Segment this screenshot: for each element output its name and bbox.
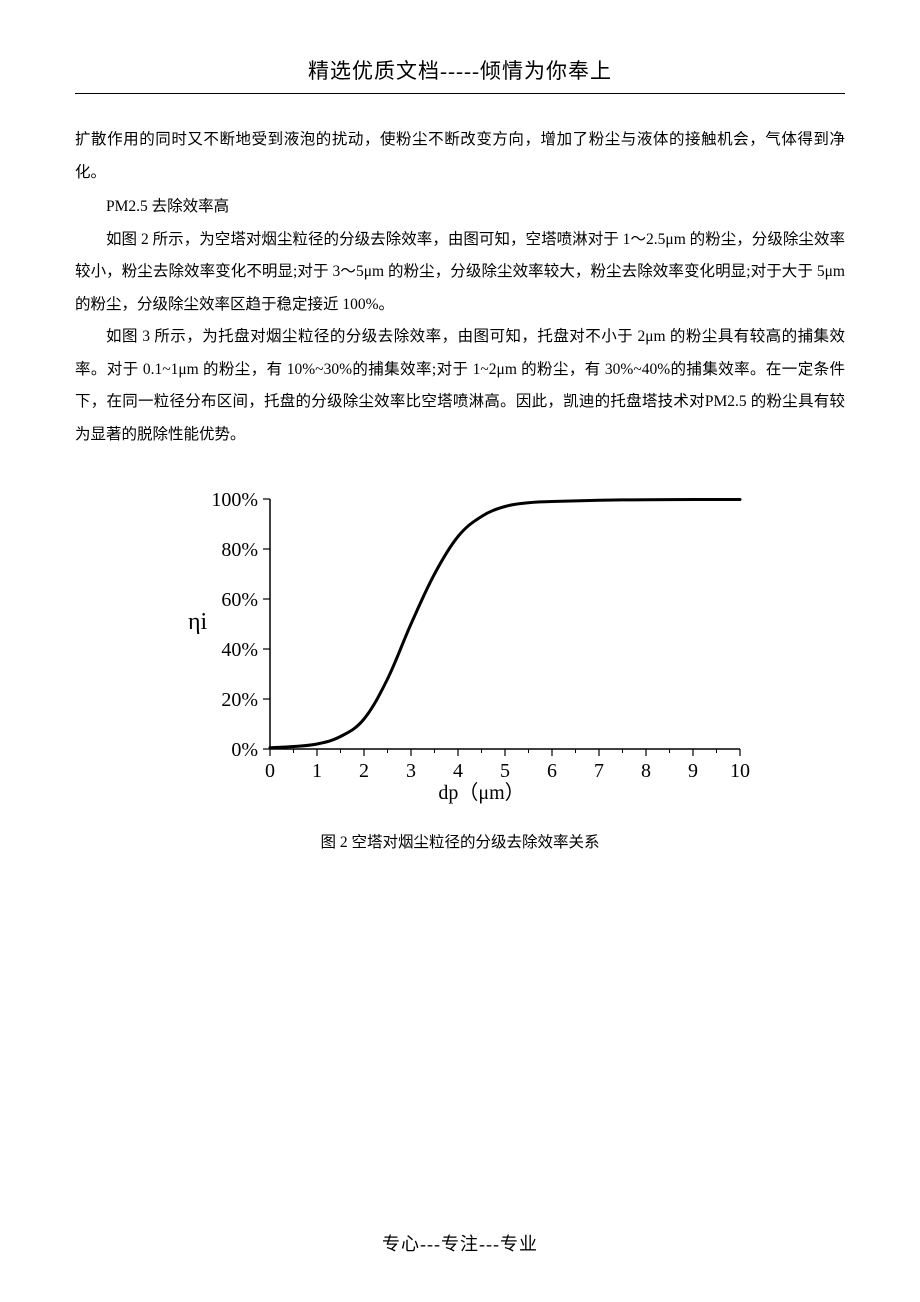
svg-text:ηi: ηi bbox=[188, 609, 208, 635]
efficiency-chart-svg: 0123456789100%20%40%60%80%100%ηidp（μm） bbox=[160, 479, 760, 809]
footer-text: 专心---专注---专业 bbox=[382, 1234, 538, 1254]
svg-text:7: 7 bbox=[594, 760, 604, 782]
svg-text:40%: 40% bbox=[221, 639, 258, 661]
paragraph-2: 如图 2 所示，为空塔对烟尘粒径的分级去除效率，由图可知，空塔喷淋对于 1～2.… bbox=[75, 224, 845, 322]
svg-text:5: 5 bbox=[500, 760, 510, 782]
svg-text:8: 8 bbox=[641, 760, 651, 782]
page-header: 精选优质文档-----倾情为你奉上 bbox=[0, 0, 920, 85]
svg-text:1: 1 bbox=[312, 760, 322, 782]
chart-figure-2: 0123456789100%20%40%60%80%100%ηidp（μm） bbox=[75, 479, 845, 809]
svg-text:60%: 60% bbox=[221, 589, 258, 611]
header-title: 精选优质文档-----倾情为你奉上 bbox=[308, 59, 612, 83]
svg-text:20%: 20% bbox=[221, 689, 258, 711]
svg-text:0: 0 bbox=[265, 760, 275, 782]
section-title: PM2.5 去除效率高 bbox=[75, 191, 845, 224]
svg-text:6: 6 bbox=[547, 760, 557, 782]
svg-text:100%: 100% bbox=[211, 489, 258, 511]
main-content: 扩散作用的同时又不断地受到液泡的扰动，使粉尘不断改变方向，增加了粉尘与液体的接触… bbox=[0, 94, 920, 860]
svg-text:3: 3 bbox=[406, 760, 416, 782]
svg-text:2: 2 bbox=[359, 760, 369, 782]
svg-text:dp（μm）: dp（μm） bbox=[438, 781, 524, 804]
svg-text:10: 10 bbox=[730, 760, 750, 782]
svg-text:4: 4 bbox=[453, 760, 463, 782]
svg-text:80%: 80% bbox=[221, 539, 258, 561]
svg-text:0%: 0% bbox=[231, 739, 258, 761]
page-footer: 专心---专注---专业 bbox=[0, 1230, 920, 1256]
svg-text:9: 9 bbox=[688, 760, 698, 782]
paragraph-1: 扩散作用的同时又不断地受到液泡的扰动，使粉尘不断改变方向，增加了粉尘与液体的接触… bbox=[75, 124, 845, 189]
paragraph-3: 如图 3 所示，为托盘对烟尘粒径的分级去除效率，由图可知，托盘对不小于 2μm … bbox=[75, 321, 845, 451]
chart-caption: 图 2 空塔对烟尘粒径的分级去除效率关系 bbox=[75, 827, 845, 860]
